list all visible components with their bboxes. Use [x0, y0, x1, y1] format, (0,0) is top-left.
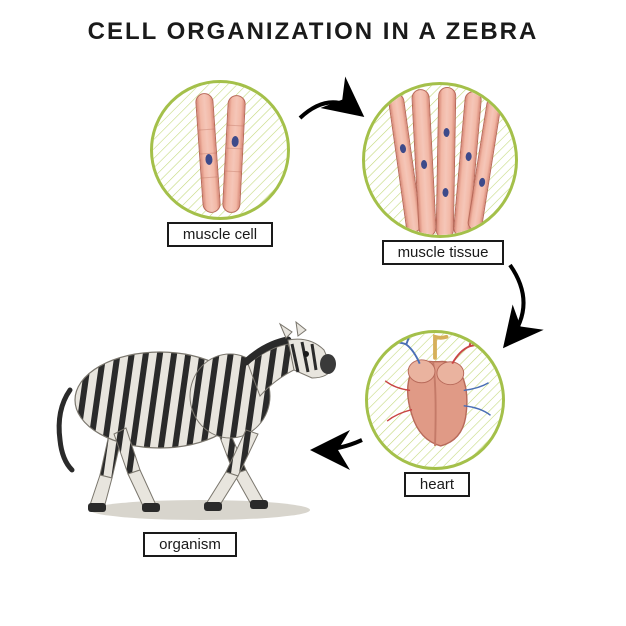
node-heart	[365, 330, 505, 470]
muscle-cell-circle	[150, 80, 290, 220]
node-muscle-cell	[150, 80, 290, 220]
label-muscle-tissue-wrap: muscle tissue	[378, 240, 508, 265]
label-heart-wrap: heart	[402, 472, 472, 497]
label-muscle-tissue: muscle tissue	[382, 240, 505, 265]
label-organism: organism	[143, 532, 237, 557]
label-organism-wrap: organism	[135, 532, 245, 557]
muscle-fiber-icon	[436, 87, 457, 238]
node-muscle-tissue	[362, 82, 518, 238]
node-organism	[50, 310, 340, 530]
nucleus-icon	[231, 136, 239, 147]
diagram-title: CELL ORGANIZATION IN A ZEBRA	[0, 18, 626, 46]
label-muscle-cell: muscle cell	[167, 222, 273, 247]
nucleus-icon	[205, 154, 213, 165]
zebra-icon	[50, 310, 340, 530]
muscle-tissue-circle	[362, 82, 518, 238]
label-heart: heart	[404, 472, 470, 497]
label-muscle-cell-wrap: muscle cell	[165, 222, 275, 247]
heart-circle	[365, 330, 505, 470]
heart-icon	[368, 333, 502, 467]
